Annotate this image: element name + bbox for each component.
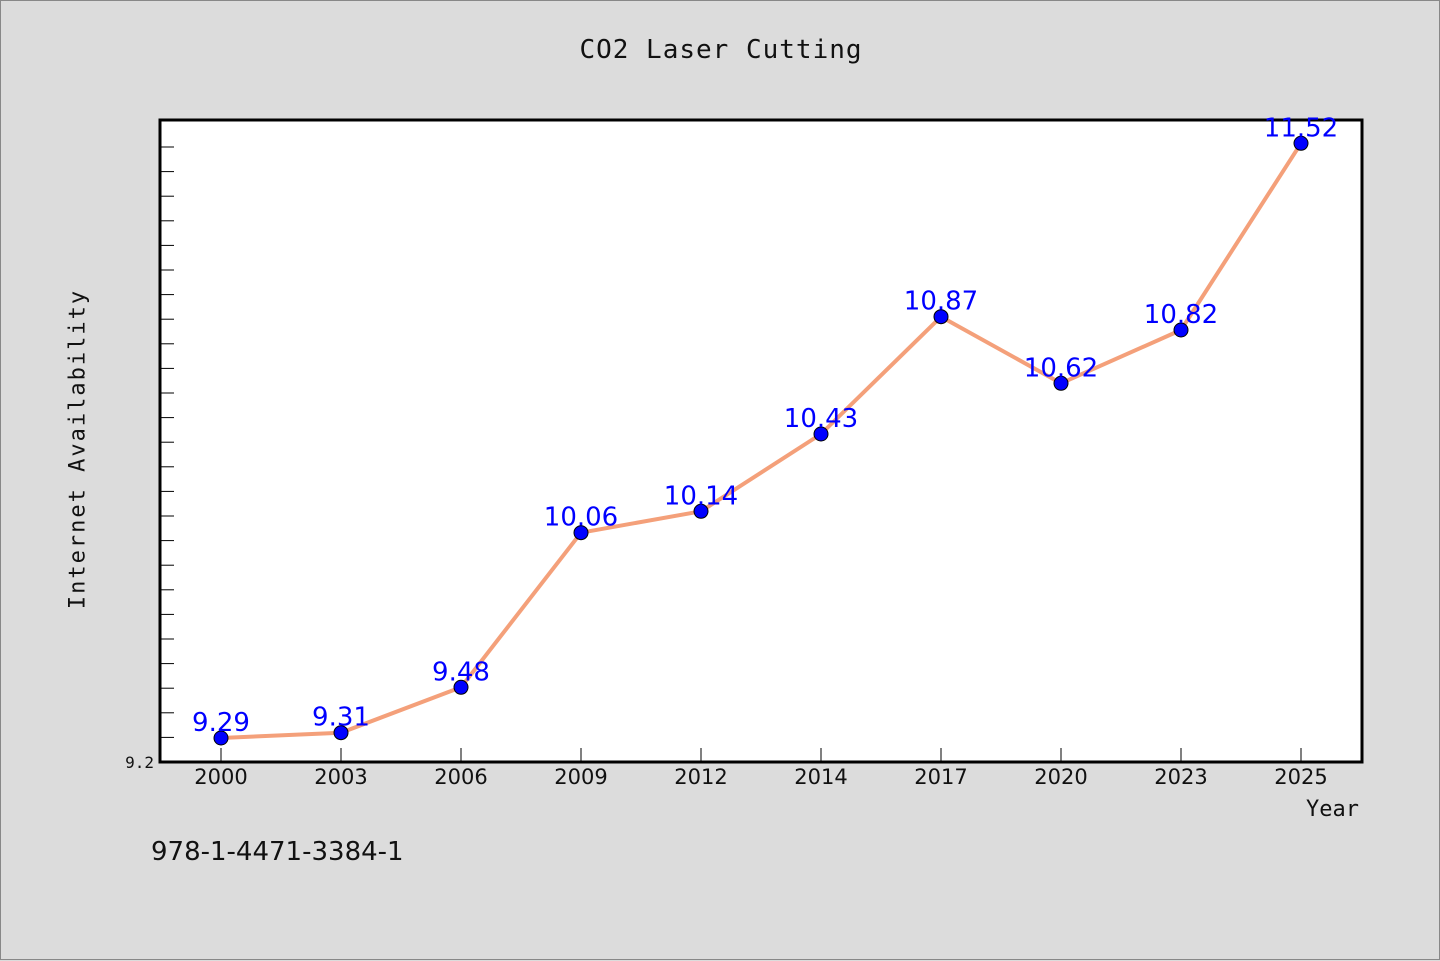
x-tick-label: 2009 — [554, 765, 607, 789]
data-point — [1053, 375, 1069, 391]
x-tick-label: 2003 — [314, 765, 367, 789]
data-label: 11.52 — [1264, 113, 1338, 143]
data-label: 10.43 — [784, 404, 858, 434]
data-point — [573, 525, 589, 541]
x-tick-label: 2020 — [1034, 765, 1087, 789]
data-point — [933, 309, 949, 325]
x-tick-label: 2023 — [1154, 765, 1207, 789]
x-tick-label: 2025 — [1274, 765, 1327, 789]
x-tick-label: 2012 — [674, 765, 727, 789]
x-tick-label: 2000 — [194, 765, 247, 789]
data-label: 10.82 — [1144, 300, 1218, 330]
data-label: 10.87 — [904, 287, 978, 317]
data-markers — [213, 135, 1309, 746]
data-point — [813, 426, 829, 442]
data-point — [1173, 322, 1189, 338]
data-label: 10.14 — [664, 481, 738, 511]
data-point — [693, 503, 709, 519]
x-tick-label: 2017 — [914, 765, 967, 789]
data-label: 10.06 — [544, 503, 618, 533]
data-point — [453, 679, 469, 695]
y-tick-label: 9.2 — [125, 753, 154, 772]
x-axis-ticks: 2000 2003 2006 2009 2012 2014 2017 2020 2023 2025 — [194, 748, 1328, 789]
data-point — [333, 725, 349, 741]
y-axis-ticks: 9.2 — [125, 146, 174, 772]
x-tick-label: 2014 — [794, 765, 847, 789]
chart-title: CO2 Laser Cutting — [579, 35, 863, 65]
data-label: 9.31 — [312, 703, 370, 733]
plot-area — [158, 118, 1364, 764]
x-tick-label: 2006 — [434, 765, 487, 789]
data-labels: 9.29 9.31 9.48 10.06 10.14 10.43 10.87 10.62 10.… — [192, 113, 1338, 738]
isbn-text: 978-1-4471-3384-1 — [151, 837, 404, 867]
data-label: 9.29 — [192, 708, 250, 738]
data-label: 10.62 — [1024, 353, 1098, 383]
data-label: 9.48 — [432, 657, 490, 687]
series-line — [220, 142, 1303, 740]
x-axis-label: Year — [1306, 797, 1359, 822]
data-point — [1293, 135, 1309, 151]
data-point — [213, 730, 229, 746]
